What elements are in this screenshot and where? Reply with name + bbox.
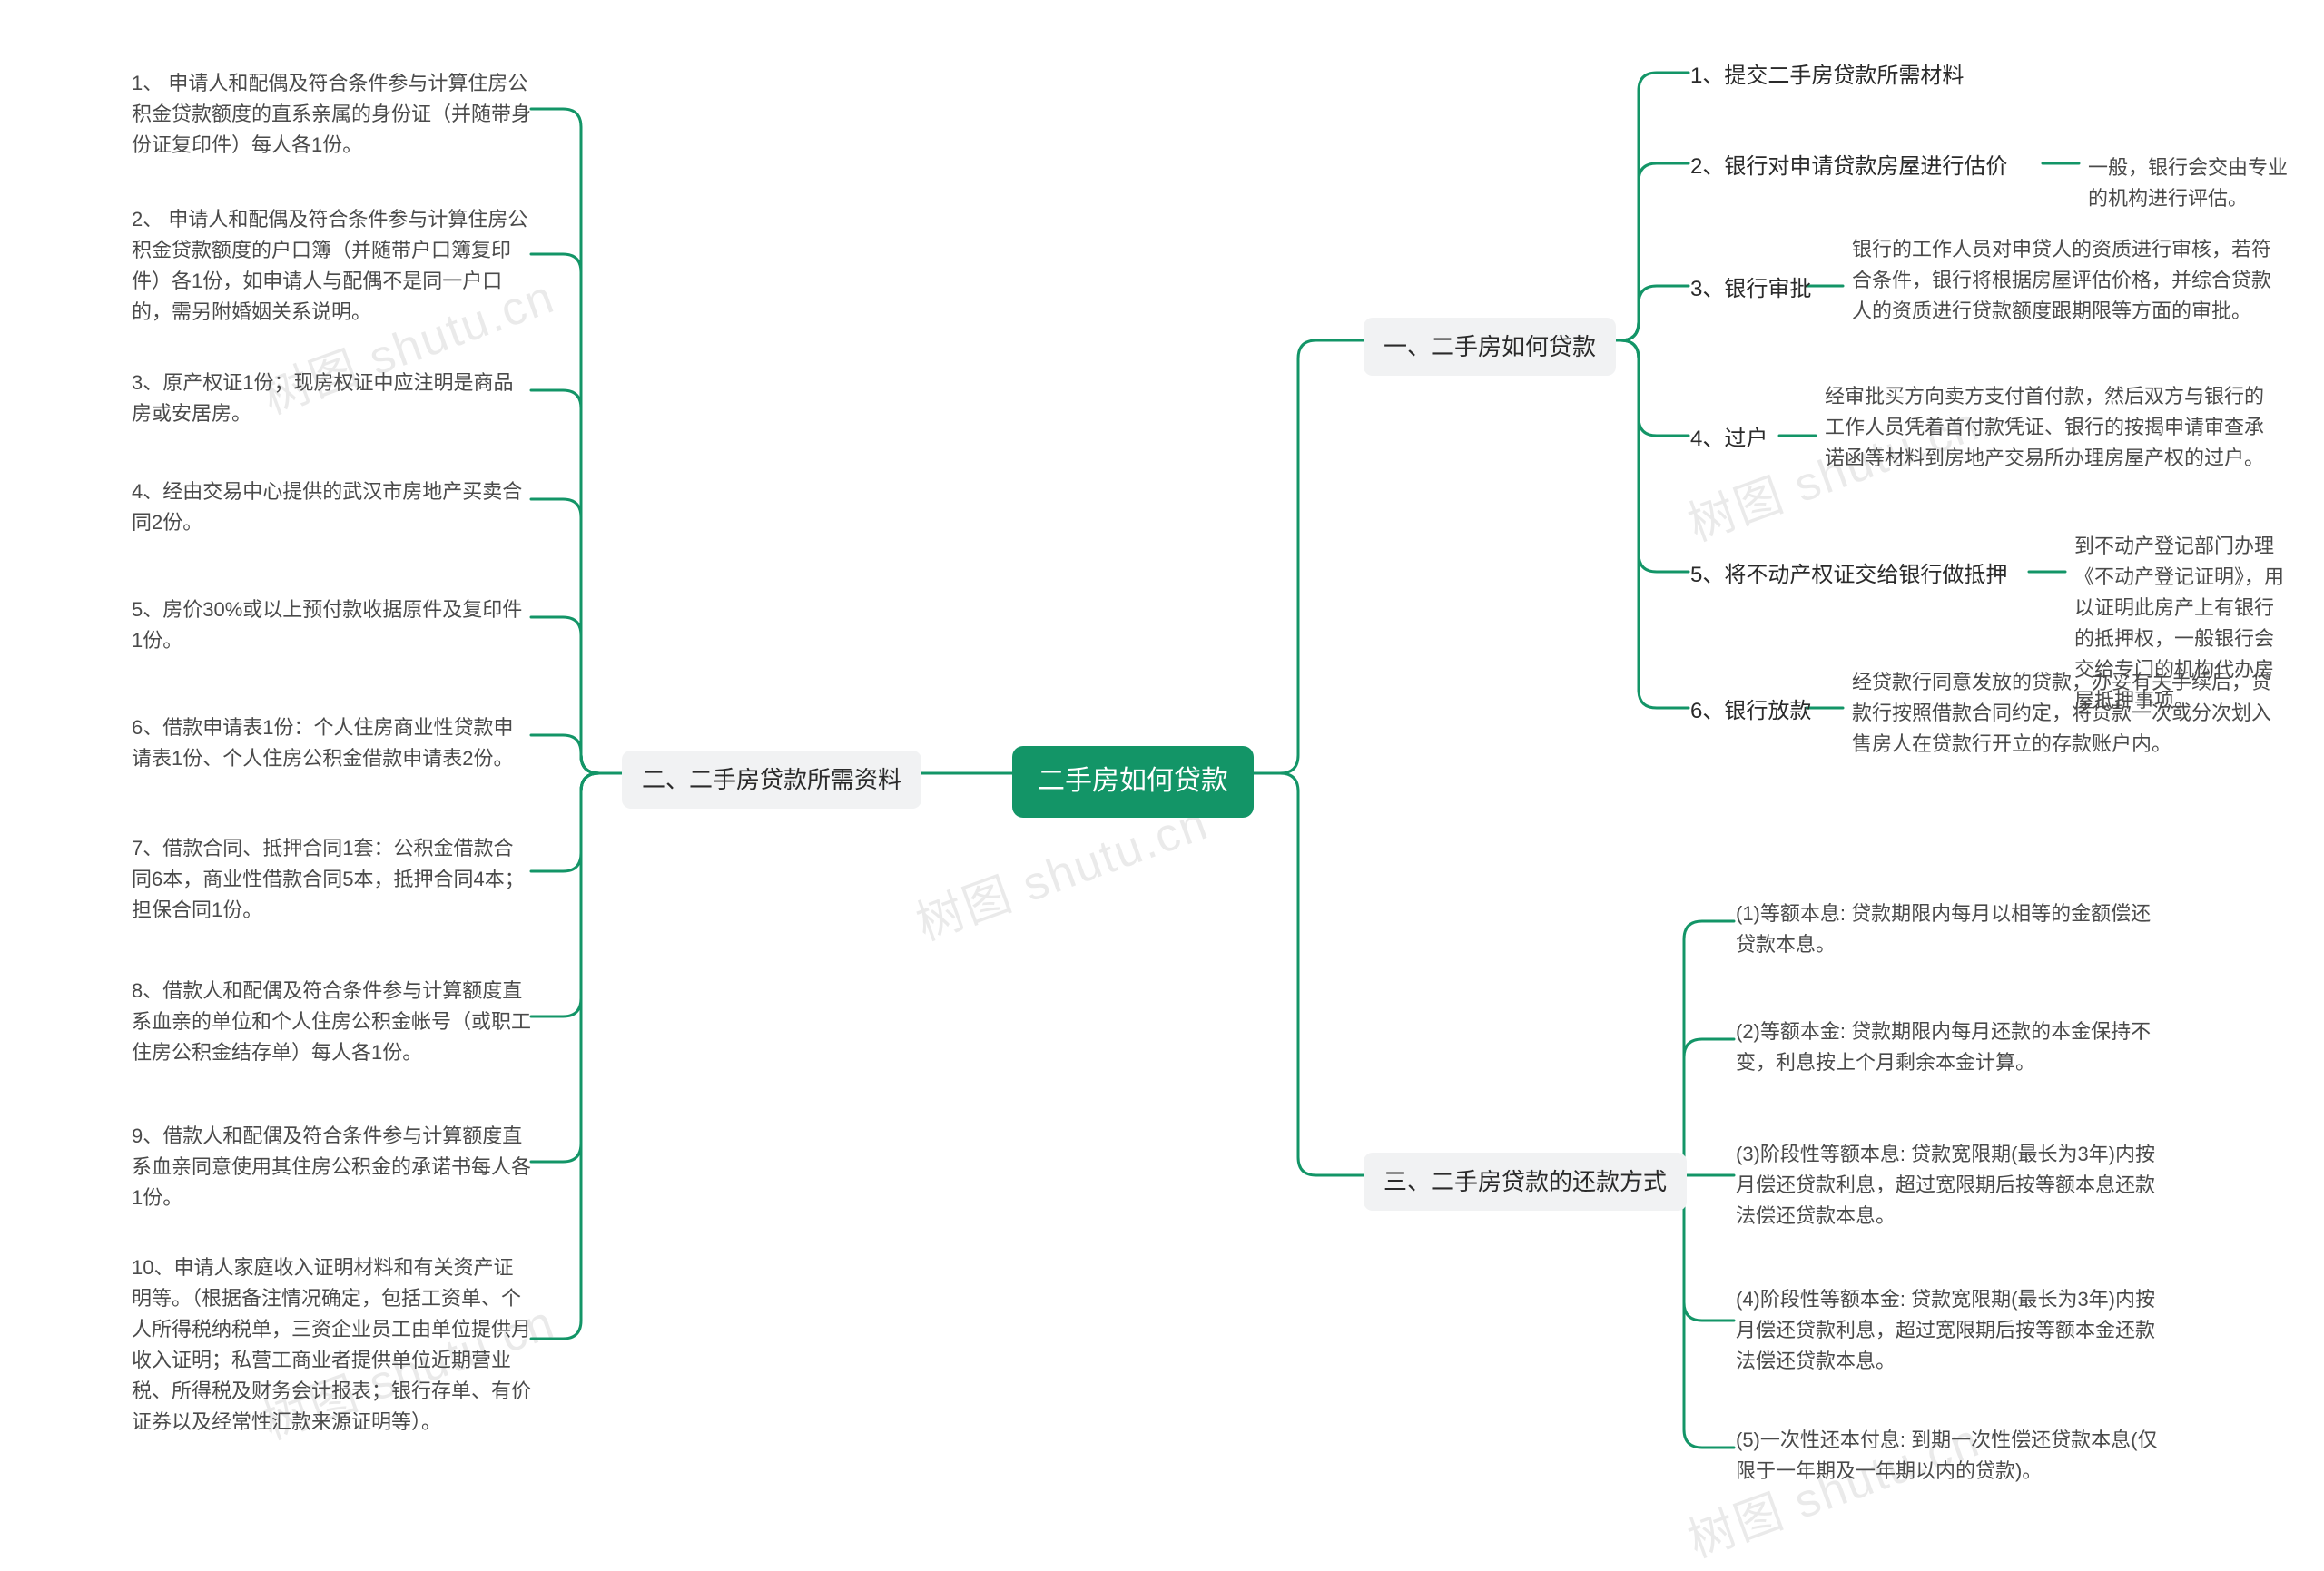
b3-item-5[interactable]: (5)一次性还本付息: 到期一次性偿还贷款本息(仅限于一年期及一年期以内的贷款)…: [1736, 1425, 2162, 1487]
b1-item-2-sub: 一般，银行会交由专业的机构进行评估。: [2088, 152, 2297, 214]
b1-item-4[interactable]: 4、过户: [1690, 422, 1768, 456]
b2-item-4[interactable]: 4、经由交易中心提供的武汉市房地产买卖合同2份。: [132, 476, 531, 538]
b1-item-5[interactable]: 5、将不动产权证交给银行做抵押: [1690, 558, 2007, 592]
b2-item-2[interactable]: 2、 申请人和配偶及符合条件参与计算住房公积金贷款额度的户口簿（并随带户口簿复印…: [132, 204, 531, 328]
b1-item-2[interactable]: 2、银行对申请贷款房屋进行估价: [1690, 150, 2007, 183]
branch-3[interactable]: 三、二手房贷款的还款方式: [1364, 1153, 1687, 1211]
b1-item-1[interactable]: 1、提交二手房贷款所需材料: [1690, 59, 1964, 93]
b2-item-10[interactable]: 10、申请人家庭收入证明材料和有关资产证明等。（根据备注情况确定，包括工资单、个…: [132, 1252, 531, 1438]
b2-item-9[interactable]: 9、借款人和配偶及符合条件参与计算额度直系血亲同意使用其住房公积金的承诺书每人各…: [132, 1121, 531, 1213]
b1-item-4-sub: 经审批买方向卖方支付首付款，然后双方与银行的工作人员凭着首付款凭证、银行的按揭申…: [1825, 381, 2274, 474]
b2-item-1[interactable]: 1、 申请人和配偶及符合条件参与计算住房公积金贷款额度的直系亲属的身份证（并随带…: [132, 68, 531, 161]
b1-item-6-sub: 经贷款行同意发放的贷款，办妥有关手续后，贷款行按照借款合同约定，将贷款一次或分次…: [1852, 667, 2288, 760]
b2-item-7[interactable]: 7、借款合同、抵押合同1套：公积金借款合同6本，商业性借款合同5本，抵押合同4本…: [132, 833, 531, 926]
b2-item-8[interactable]: 8、借款人和配偶及符合条件参与计算额度直系血亲的单位和个人住房公积金帐号（或职工…: [132, 976, 531, 1068]
b1-item-3-sub: 银行的工作人员对申贷人的资质进行审核，若符合条件，银行将根据房屋评估价格，并综合…: [1852, 234, 2288, 327]
b2-item-5[interactable]: 5、房价30%或以上预付款收据原件及复印件1份。: [132, 594, 531, 656]
branch-1[interactable]: 一、二手房如何贷款: [1364, 318, 1616, 376]
b3-item-1[interactable]: (1)等额本息: 贷款期限内每月以相等的金额偿还贷款本息。: [1736, 898, 2162, 960]
b2-item-3[interactable]: 3、原产权证1份；现房权证中应注明是商品房或安居房。: [132, 368, 531, 429]
b3-item-3[interactable]: (3)阶段性等额本息: 贷款宽限期(最长为3年)内按月偿还贷款利息，超过宽限期后…: [1736, 1139, 2162, 1232]
b1-item-6[interactable]: 6、银行放款: [1690, 694, 1811, 728]
b3-item-4[interactable]: (4)阶段性等额本金: 贷款宽限期(最长为3年)内按月偿还贷款利息，超过宽限期后…: [1736, 1284, 2162, 1377]
branch-2[interactable]: 二、二手房贷款所需资料: [622, 751, 921, 809]
b2-item-6[interactable]: 6、借款申请表1份：个人住房商业性贷款申请表1份、个人住房公积金借款申请表2份。: [132, 712, 531, 774]
root-node[interactable]: 二手房如何贷款: [1012, 746, 1254, 818]
b3-item-2[interactable]: (2)等额本金: 贷款期限内每月还款的本金保持不变，利息按上个月剩余本金计算。: [1736, 1016, 2162, 1078]
b1-item-3[interactable]: 3、银行审批: [1690, 272, 1811, 306]
